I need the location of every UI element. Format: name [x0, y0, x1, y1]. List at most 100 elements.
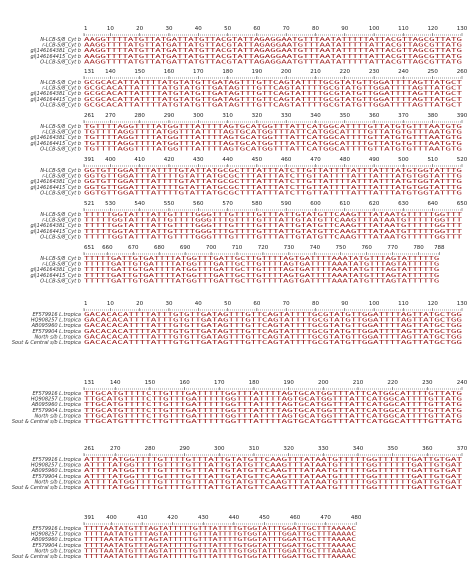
- sequence: TTTTAATATGTTTAGTATTTTTGTTTATTTTGTGGTATTT…: [84, 526, 356, 532]
- sequence: ATTTTATGGTTTTGTTTTGTTTATTGTATGTTCAAGTTTA…: [84, 463, 462, 469]
- sequence: TTTTTGATTGTGATTTTATGGTTTGATTGCTTGTTTTAGT…: [84, 273, 439, 279]
- ruler-number: 240: [398, 69, 409, 75]
- ruler-number: 370: [398, 113, 409, 119]
- ruler-number: 360: [422, 446, 433, 452]
- ruler-number: 730: [284, 245, 295, 251]
- sequence: GACACACATTTTATTTGTGTTGATAGTTTGTTCAGTATTT…: [84, 312, 462, 318]
- row-label: O-LCB-S/8_Cyt b: [40, 190, 81, 196]
- ruler-number: 650: [457, 201, 468, 207]
- ruler-number: 480: [351, 515, 362, 521]
- row-label: O-LCB-S/8_Cyt b: [40, 102, 81, 108]
- ruler-number: 220: [340, 69, 351, 75]
- ruler-number: 390: [457, 113, 468, 119]
- sequence: GACACACATTTTATTTGTGTTGATAGTTTGTTCAGTATTT…: [84, 318, 462, 324]
- sequence: TGTTTTAGGTTTTATGGTTTATTTTAGTGCATGGTTTATT…: [84, 146, 462, 152]
- row-label: gi|146164415_Cyt b: [30, 229, 81, 235]
- ruler-number: 370: [457, 446, 468, 452]
- row-label: N-LCB-S/8_Cyt b: [40, 37, 81, 43]
- sequence: ATTTTATGGTTTTGTTTTGTTTATTGTATGTTCAAGTTTA…: [84, 479, 462, 485]
- row-label: gi|146164381_Cyt b: [30, 48, 81, 54]
- ruler-number: 690: [180, 245, 191, 251]
- sequence: GCGCACATTATTTTATGTATGTTGATAGTTTGTTCAGTAT…: [84, 97, 462, 103]
- ruler-number: 1: [84, 26, 88, 32]
- ruler-number: 760: [361, 245, 372, 251]
- ruler-number: 460: [281, 157, 292, 163]
- ruler-number: 110: [398, 26, 409, 32]
- ruler-number: 170: [193, 69, 204, 75]
- ruler-number: 180: [249, 380, 260, 386]
- row-label: r-LCB-S/8_Cyt b: [42, 43, 81, 49]
- ruler-number: 280: [145, 446, 156, 452]
- sequence: ATTTTATGGTTTTGTTTTGTTTATTGTATGTTCAAGTTTA…: [84, 474, 462, 480]
- row-label: gi|146164415_Cyt b: [30, 141, 81, 147]
- row-label: gi|146164381_Cyt b: [30, 267, 81, 273]
- ruler-number: 90: [341, 301, 348, 307]
- ruler-number: 310: [249, 446, 260, 452]
- ruler-number: 100: [369, 301, 380, 307]
- sequence: GGTGTTGGATTTATTTTGTATTATGCGCTTTATTTATCTT…: [84, 185, 462, 191]
- row-label: O-LCB-S/8_Cyt b: [40, 146, 81, 152]
- sequence: TTTTTGGTATTTATTGTTTTGGGTTTGTTTTGTTTATTGT…: [84, 223, 462, 229]
- ruler-number: 40: [195, 26, 202, 32]
- sequence: TTTTTGGTATTTATTGTTTTGGGTTTGTTTTGTTTATTGT…: [84, 212, 462, 218]
- ruler-number: 680: [154, 245, 165, 251]
- row-label: Sout & Central s/b L.tropica: [12, 554, 81, 560]
- ruler-number: 310: [222, 113, 233, 119]
- row-label: AB095960 L.tropica: [31, 468, 81, 474]
- ruler-number: 570: [222, 201, 233, 207]
- ruler-number: 651: [84, 245, 95, 251]
- ruler-number: 240: [457, 380, 468, 386]
- ruler-number: 470: [320, 515, 331, 521]
- ruler-number: 140: [110, 380, 121, 386]
- row-label: N-LCB-S/8_Cyt b: [40, 256, 81, 262]
- ruler-number: 630: [398, 201, 409, 207]
- ruler-number: 350: [340, 113, 351, 119]
- row-label: EF579904 L.tropica: [32, 329, 81, 335]
- sequence: GACACACATTTTATTTGTGTTGATAGTTTGTTCAGTATTT…: [84, 334, 462, 340]
- ruler-number: 360: [369, 113, 380, 119]
- ruler-number: 410: [134, 157, 145, 163]
- ruler-number: 460: [290, 515, 301, 521]
- ruler-number: 120: [427, 301, 438, 307]
- ruler-number: 610: [340, 201, 351, 207]
- sequence: AAGGTTTTATGTTATGATTATGTTACGTATTAGAGGAATG…: [84, 37, 462, 43]
- row-label: N-LCB-S/8_Cyt b: [40, 124, 81, 130]
- ruler-number: 600: [310, 201, 321, 207]
- sequence: ATTTTATGGTTTTGTTTTGTTTATTGTATGTTCAAGTTTA…: [84, 485, 462, 491]
- ruler-number: 340: [310, 113, 321, 119]
- ruler-number: 670: [128, 245, 139, 251]
- sequence: AAGGTTTTATGTTATGATTATGTTACGTATTAGAGGAATG…: [84, 59, 462, 65]
- ruler-number: 40: [195, 301, 202, 307]
- row-label: Sout & Central s/b L.tropica: [12, 485, 81, 491]
- row-label: gi|146164381_Cyt b: [30, 91, 81, 97]
- row-label: AB095960 L.tropica: [31, 402, 81, 408]
- ruler-number: 220: [387, 380, 398, 386]
- ruler-number: 50: [224, 301, 231, 307]
- sequence: GACACACATTTTATTTGTGTTGATAGTTTGTTCAGTATTT…: [84, 340, 462, 346]
- row-label: gi|146164415_Cyt b: [30, 97, 81, 103]
- row-label: EF579916 L.tropica: [32, 526, 81, 532]
- sequence: GGTGTTGGATTTATTTTGTATTATGCGCTTTATTTATCTT…: [84, 190, 462, 196]
- ruler-number: 60: [253, 26, 260, 32]
- ruler-number: 290: [164, 113, 175, 119]
- ruler-number: 180: [222, 69, 233, 75]
- ruler-number: 420: [167, 515, 178, 521]
- ruler-number: 10: [107, 301, 114, 307]
- sequence: ATTTTATGGTTTTGTTTTGTTTATTGTATGTTCAAGTTTA…: [84, 468, 462, 474]
- row-label: AB095960 L.tropica: [31, 537, 81, 543]
- ruler-number: 400: [106, 515, 117, 521]
- sequence: AAGGTTTTATGTTATGATTATGTTACGTATTAGAGGAATG…: [84, 48, 462, 54]
- row-label: EF579904 L.tropica: [32, 543, 81, 549]
- ruler-number: 430: [198, 515, 209, 521]
- row-label: gi|146164415_Cyt b: [30, 185, 81, 191]
- ruler-number: 10: [107, 26, 114, 32]
- sequence: AAGGTTTTATGTTATGATTATGTTACGTATTAGAGGAATG…: [84, 43, 462, 49]
- ruler-number: 340: [353, 446, 364, 452]
- row-label: EF579904 L.tropica: [32, 408, 81, 414]
- ruler-number: 490: [369, 157, 380, 163]
- row-label: AB095960 L.tropica: [31, 323, 81, 329]
- ruler-number: 30: [165, 26, 172, 32]
- ruler-number: 530: [105, 201, 116, 207]
- row-label: Sout & Central s/b L.tropica: [12, 340, 81, 346]
